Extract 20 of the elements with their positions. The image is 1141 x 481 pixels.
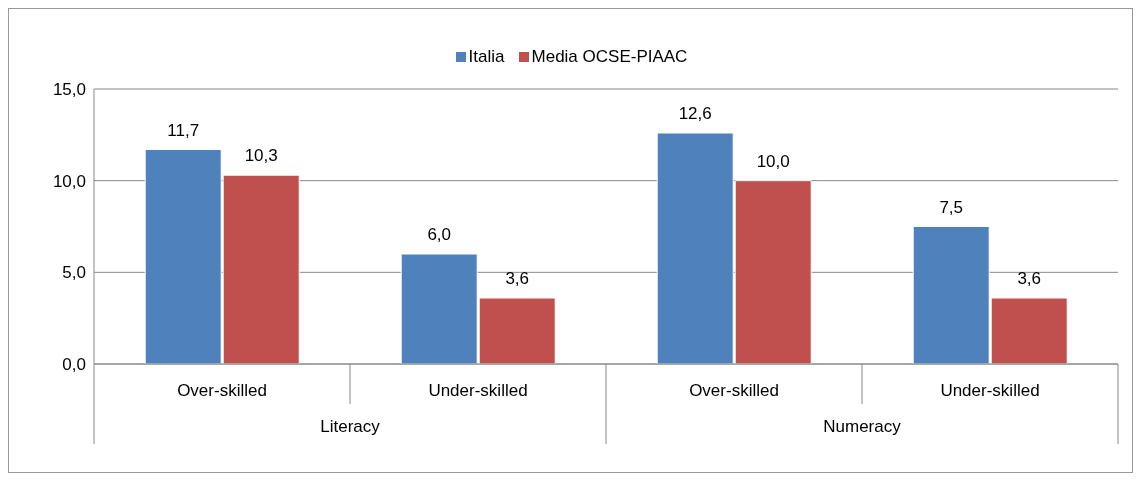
x-tick-label: Under-skilled (428, 381, 528, 400)
legend-label: Italia (468, 47, 505, 67)
data-label: 10,3 (244, 146, 278, 166)
data-label: 3,6 (1017, 269, 1042, 288)
data-label: 3,6 (505, 269, 530, 288)
data-label: 12,6 (678, 104, 712, 123)
y-tick-label: 5,0 (62, 263, 86, 283)
text: Literacy (320, 417, 381, 436)
x-tick-label: Over-skilled (177, 381, 267, 400)
data-label: 11,7 (167, 120, 200, 140)
x-tick-label: Under-skilled (940, 381, 1040, 400)
x-tick-label: Over-skilled (689, 381, 779, 400)
y-tick-label: 10,0 (52, 171, 86, 191)
data-label: 6,0 (427, 225, 452, 244)
data-label: 7,5 (939, 197, 964, 217)
y-tick-label: 15,0 (52, 80, 86, 100)
legend-label: Media OCSE-PIAAC (531, 47, 688, 67)
text: Numeracy (823, 417, 902, 436)
data-label: 10,0 (756, 151, 790, 171)
y-tick-label: 0,0 (62, 355, 86, 375)
